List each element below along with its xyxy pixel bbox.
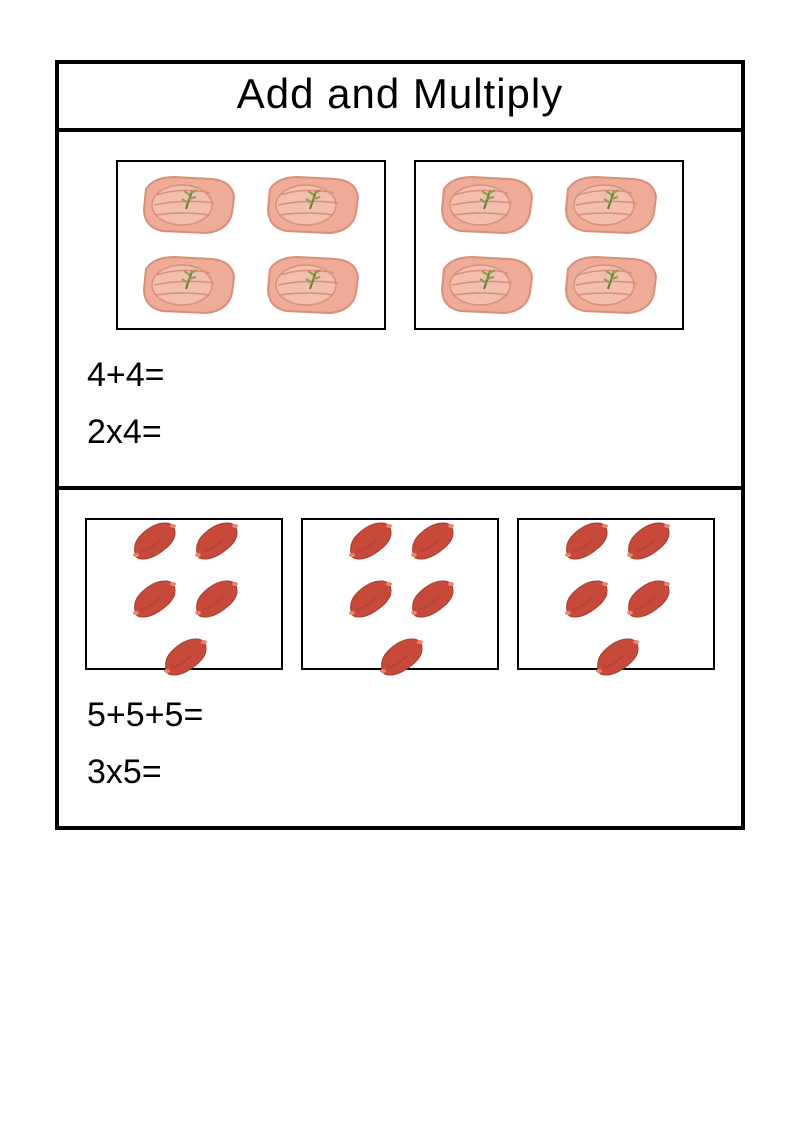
salmon-group-box (116, 160, 386, 330)
sausage-icon (619, 567, 675, 621)
section-sausage: 5+5+5= 3x5= (59, 490, 741, 826)
salmon-icon (432, 249, 542, 321)
page-title: Add and Multiply (59, 70, 741, 118)
sausage-icon (341, 509, 397, 563)
sausage-icon (187, 509, 243, 563)
salmon-groups (83, 160, 717, 330)
sausage-group-box (301, 518, 499, 670)
salmon-icon (134, 249, 244, 321)
sausage-group-box (85, 518, 283, 670)
addition-equation: 4+4= (87, 356, 717, 395)
worksheet-page: Add and Multiply 4+4= 2x4= (55, 60, 745, 830)
section-salmon: 4+4= 2x4= (59, 132, 741, 490)
salmon-icon (134, 169, 244, 241)
salmon-icon (432, 169, 542, 241)
title-row: Add and Multiply (59, 64, 741, 132)
sausage-icon (125, 509, 181, 563)
sausage-icon (557, 509, 613, 563)
sausage-icon (557, 567, 613, 621)
salmon-group-box (414, 160, 684, 330)
sausage-icon (403, 509, 459, 563)
sausage-icon (372, 625, 428, 679)
sausage-icon (156, 625, 212, 679)
sausage-group-box (517, 518, 715, 670)
salmon-icon (556, 249, 666, 321)
sausage-icon (619, 509, 675, 563)
sausage-icon (588, 625, 644, 679)
sausage-icon (403, 567, 459, 621)
sausage-icon (187, 567, 243, 621)
salmon-icon (258, 169, 368, 241)
salmon-icon (258, 249, 368, 321)
salmon-icon (556, 169, 666, 241)
multiplication-equation: 2x4= (87, 413, 717, 452)
sausage-groups (83, 518, 717, 670)
multiplication-equation: 3x5= (87, 753, 717, 792)
sausage-icon (125, 567, 181, 621)
addition-equation: 5+5+5= (87, 696, 717, 735)
sausage-icon (341, 567, 397, 621)
